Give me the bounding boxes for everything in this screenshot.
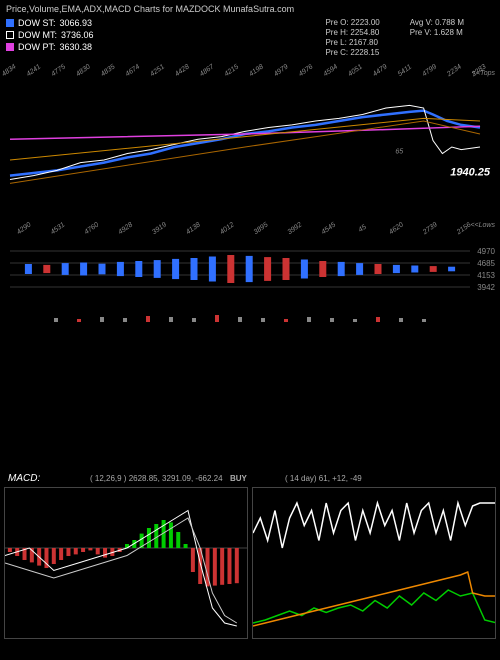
svg-text:4012: 4012 [219, 221, 236, 236]
macd-panel-2 [252, 487, 496, 639]
svg-text:4198: 4198 [248, 63, 265, 78]
svg-text:<<Lows: <<Lows [470, 222, 495, 229]
legend-mt: DOW MT: 3736.06 [6, 30, 94, 40]
price-chart: 4834 4241 4775 4830 4835 4674 4251 4428 4867 4215… [0, 57, 500, 237]
ohlc-l: Pre L: 2167.80 [325, 38, 379, 47]
svg-text:3895: 3895 [253, 221, 270, 236]
ohlc-prev: Pre V: 1.628 M [410, 28, 464, 37]
svg-text:2739: 2739 [421, 221, 439, 236]
swatch-pt [6, 43, 14, 51]
svg-text:3992: 3992 [287, 221, 304, 236]
svg-text:4830: 4830 [75, 63, 92, 78]
svg-text:4051: 4051 [347, 63, 364, 78]
legend-mt-value: 3736.06 [61, 30, 94, 40]
svg-text:45: 45 [357, 224, 367, 234]
svg-text:4867: 4867 [199, 63, 217, 78]
legend-pt: DOW PT: 3630.38 [6, 42, 94, 52]
legend-st-label: DOW ST: [18, 18, 56, 28]
svg-text:4976: 4976 [298, 63, 315, 78]
svg-text:4138: 4138 [185, 221, 202, 236]
svg-text:<<Tops: <<Tops [472, 70, 496, 77]
svg-text:4799: 4799 [421, 63, 438, 78]
svg-text:3942: 3942 [477, 283, 495, 292]
svg-text:65: 65 [395, 149, 403, 156]
svg-text:4834: 4834 [1, 63, 18, 78]
svg-text:3919: 3919 [151, 221, 168, 236]
svg-text:( 12,26,9 ) 2628.85, 3291.09,: ( 12,26,9 ) 2628.85, 3291.09, -662.24 [90, 474, 223, 483]
ohlc-block: Pre O: 2223.00 Pre H: 2254.80 Pre L: 216… [325, 18, 464, 57]
svg-text:4775: 4775 [50, 63, 67, 78]
legend-mt-label: DOW MT: [18, 30, 57, 40]
svg-text:4979: 4979 [273, 63, 290, 78]
svg-text:4290: 4290 [16, 221, 33, 236]
svg-text:4970: 4970 [477, 247, 495, 256]
macd-header: MACD: ( 12,26,9 ) 2628.85, 3291.09, -662.… [0, 467, 500, 487]
volume-chart: 4970 4685 4153 3942 [0, 237, 500, 307]
svg-text:4620: 4620 [388, 221, 405, 236]
svg-text:4531: 4531 [50, 221, 67, 236]
legend-st: DOW ST: 3066.93 [6, 18, 94, 28]
svg-text:4251: 4251 [149, 63, 166, 78]
chart-title: Price,Volume,EMA,ADX,MACD Charts for MAZ… [0, 0, 500, 18]
legend-pt-value: 3630.38 [60, 42, 93, 52]
volume-small-chart [0, 307, 500, 337]
ohlc-h: Pre H: 2254.80 [325, 28, 379, 37]
svg-text:4153: 4153 [477, 271, 495, 280]
svg-text:4594: 4594 [322, 63, 339, 78]
svg-text:2234: 2234 [445, 63, 463, 78]
swatch-st [6, 19, 14, 27]
legend-pt-label: DOW PT: [18, 42, 56, 52]
svg-text:4674: 4674 [124, 63, 141, 78]
svg-text:4241: 4241 [25, 63, 42, 78]
swatch-mt [6, 31, 14, 39]
svg-text:4928: 4928 [117, 221, 134, 236]
svg-text:4479: 4479 [372, 63, 389, 78]
svg-text:4685: 4685 [477, 259, 495, 268]
svg-text:4428: 4428 [174, 63, 191, 78]
svg-text:4835: 4835 [100, 63, 117, 78]
svg-text:BUY: BUY [230, 474, 248, 483]
ohlc-avgv: Avg V: 0.788 M [410, 18, 464, 27]
svg-text:MACD:: MACD: [8, 473, 40, 484]
svg-text:4545: 4545 [320, 221, 337, 236]
svg-text:5411: 5411 [397, 64, 413, 78]
svg-text:4215: 4215 [223, 63, 240, 78]
spacer [0, 337, 500, 467]
legend-st-value: 3066.93 [60, 18, 93, 28]
ohlc-c: Pre C: 2228.15 [325, 48, 379, 57]
macd-panel-1 [4, 487, 248, 639]
svg-text:( 14 day) 61, +12, -49: ( 14 day) 61, +12, -49 [285, 474, 362, 483]
legend-row: DOW ST: 3066.93 DOW MT: 3736.06 DOW PT: … [0, 18, 500, 57]
svg-text:4760: 4760 [83, 221, 100, 236]
ohlc-o: Pre O: 2223.00 [325, 18, 379, 27]
svg-text:1940.25: 1940.25 [450, 167, 491, 179]
